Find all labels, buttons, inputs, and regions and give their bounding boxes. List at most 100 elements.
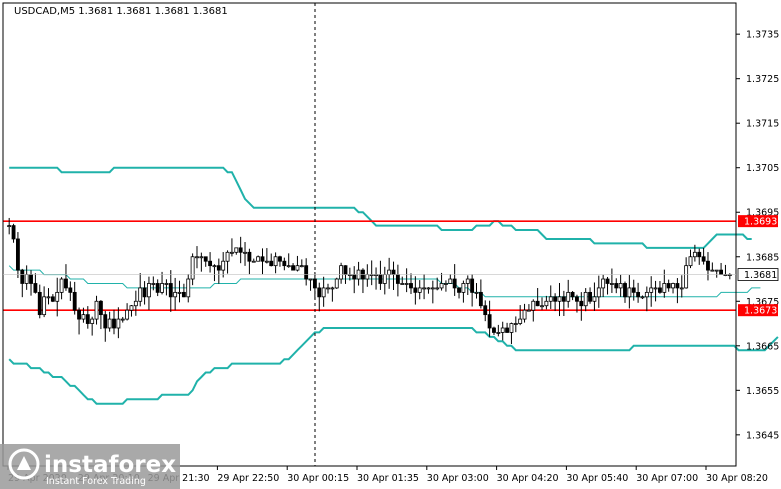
candle — [579, 292, 584, 321]
candle — [7, 217, 12, 235]
y-tick-label: 1.3715 — [746, 119, 779, 130]
candle-body — [116, 318, 121, 329]
candle-body — [234, 247, 239, 253]
candle-body — [321, 287, 326, 298]
candle-body — [339, 265, 344, 280]
y-tick-label: 1.3695 — [746, 208, 779, 219]
candle — [361, 268, 365, 294]
candle-body — [112, 318, 116, 329]
candle-body — [413, 287, 418, 293]
instaforex-logo-icon — [8, 448, 40, 480]
candle-body — [282, 260, 287, 267]
candle-body — [500, 327, 505, 333]
candle — [208, 252, 213, 273]
candle — [234, 247, 239, 255]
candle — [286, 253, 291, 268]
candle — [526, 304, 531, 312]
candle — [317, 282, 322, 312]
candle — [85, 306, 90, 329]
candle — [588, 287, 592, 304]
candle-body — [291, 265, 295, 271]
candle — [692, 244, 697, 262]
candle-body — [719, 269, 724, 275]
candle — [496, 324, 501, 337]
candle-body — [448, 278, 453, 284]
candle-body — [430, 287, 435, 290]
candle-body — [614, 283, 619, 289]
candle — [55, 277, 60, 317]
candle-body — [395, 274, 400, 284]
candle — [426, 287, 431, 294]
candle — [478, 279, 483, 309]
candle — [107, 311, 112, 332]
level-price-box-1 — [738, 215, 778, 228]
candle-body — [229, 251, 234, 254]
candle — [221, 252, 226, 278]
candle — [251, 258, 256, 263]
candle — [72, 281, 77, 315]
candle-body — [505, 327, 510, 333]
candle-body — [618, 283, 623, 289]
candle-body — [662, 283, 667, 293]
candle — [561, 290, 566, 317]
candle — [33, 273, 38, 294]
candle — [387, 257, 392, 289]
candle-body — [601, 278, 606, 289]
candle — [701, 247, 706, 265]
candle — [15, 232, 20, 279]
candle-body — [330, 287, 335, 290]
candle-body — [225, 251, 230, 262]
candle-body — [496, 332, 501, 334]
candle — [160, 271, 164, 295]
candle-body — [470, 278, 475, 293]
candle-body — [640, 296, 645, 299]
candle-body — [688, 256, 693, 267]
candle-body — [583, 291, 588, 307]
candle — [291, 263, 295, 271]
candle-body — [509, 323, 514, 333]
candle — [273, 252, 278, 274]
candle — [20, 268, 25, 298]
candle — [404, 268, 409, 293]
candle-body — [286, 265, 291, 268]
candle-body — [142, 287, 147, 298]
candle — [684, 257, 689, 289]
candle — [644, 286, 649, 312]
candle-body — [334, 278, 339, 289]
x-tick-label: 30 Apr 00:15 — [287, 473, 349, 484]
candle-body — [133, 300, 138, 307]
candle — [710, 262, 715, 272]
candle — [378, 260, 383, 290]
candle — [583, 288, 588, 312]
candle-body — [417, 287, 422, 293]
candle — [46, 288, 51, 305]
logo-arrow — [17, 456, 31, 470]
logo-tagline-text: Instant Forex Trading — [46, 476, 146, 487]
level-price-label-1: 1.3693 — [744, 217, 777, 228]
candle — [483, 300, 488, 322]
candle-body — [658, 287, 662, 293]
candle — [42, 286, 47, 318]
candle — [195, 246, 199, 269]
candle — [356, 261, 361, 286]
candle — [81, 307, 86, 323]
candle — [164, 279, 169, 296]
candle — [727, 273, 732, 280]
candle — [544, 295, 549, 310]
candle-body — [579, 300, 584, 307]
candle — [531, 299, 536, 322]
candle-body — [492, 327, 496, 333]
candle — [238, 236, 243, 264]
candle — [575, 294, 579, 313]
candle-body — [138, 287, 143, 302]
candle — [640, 295, 645, 300]
candle — [618, 274, 623, 297]
candle — [679, 275, 684, 298]
candle — [719, 262, 724, 275]
candles — [7, 217, 732, 344]
candle-body — [238, 247, 243, 253]
candle — [653, 280, 658, 302]
candle — [24, 265, 29, 290]
candle — [334, 277, 339, 289]
